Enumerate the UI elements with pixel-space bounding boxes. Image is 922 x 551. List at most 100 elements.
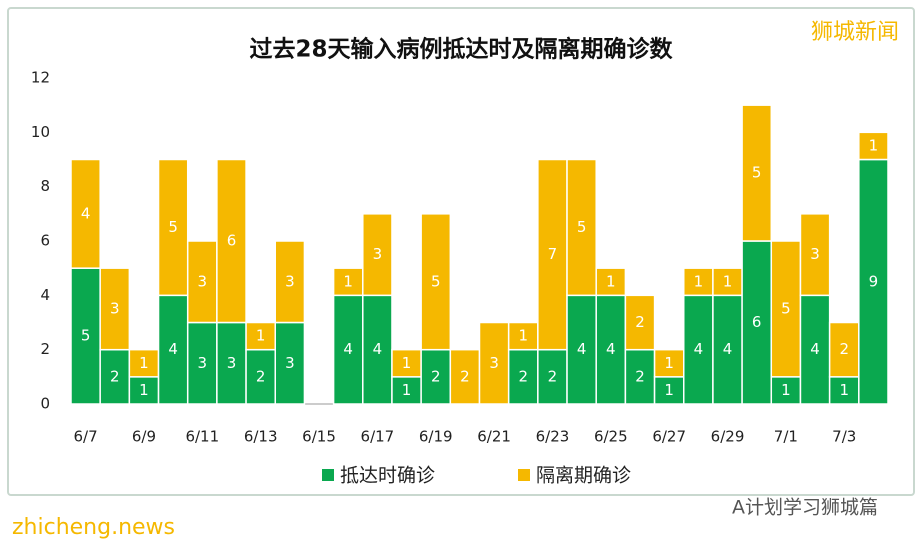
data-label: 3 (373, 245, 383, 263)
watermark: 狮城新闻 (811, 20, 899, 45)
y-tick-label: 4 (40, 286, 50, 304)
data-label: 1 (606, 272, 616, 290)
bar-segment (566, 158, 597, 297)
data-label: 5 (81, 327, 91, 345)
data-label: 4 (810, 340, 820, 358)
bar-segment (712, 267, 743, 297)
footer: A计划学习狮城篇 (732, 497, 878, 519)
bar-segment (799, 213, 831, 297)
data-label: 1 (518, 327, 528, 345)
data-label: 4 (606, 340, 616, 358)
bar-segment (245, 348, 276, 405)
bar-segment (653, 376, 685, 405)
data-label: 1 (402, 381, 412, 399)
data-label: 2 (256, 367, 266, 385)
data-label: 9 (869, 272, 879, 290)
bar-segment (186, 240, 218, 324)
data-label: 3 (489, 354, 499, 372)
data-label: 3 (285, 272, 295, 290)
x-tick-label: 6/13 (244, 428, 278, 446)
bar-segment (391, 376, 422, 405)
data-label: 4 (577, 340, 587, 358)
data-label: 6 (752, 313, 762, 331)
data-label: 6 (227, 232, 237, 250)
y-tick-label: 8 (40, 177, 50, 195)
bar-segment (449, 348, 481, 405)
bar-segment (332, 267, 364, 297)
bar-segment (741, 104, 773, 242)
x-tick-label: 6/19 (419, 428, 453, 446)
data-label: 2 (635, 367, 645, 385)
bar-segment (770, 376, 802, 405)
x-tick-label: 6/23 (536, 428, 570, 446)
data-label: 3 (110, 299, 120, 317)
data-label: 1 (343, 272, 353, 290)
y-tick-label: 6 (40, 232, 50, 250)
bar-segment (683, 294, 714, 405)
data-label: 1 (256, 327, 266, 345)
y-tick-label: 2 (40, 340, 50, 358)
data-label: 3 (810, 245, 820, 263)
legend-label: 抵达时确诊 (340, 465, 435, 487)
x-tick-label: 7/3 (832, 428, 856, 446)
bar-segment (216, 321, 247, 405)
bar-segment (362, 294, 393, 405)
data-label: 2 (518, 367, 528, 385)
bar-segment (128, 348, 160, 378)
data-label: 4 (81, 204, 91, 222)
bar-segment (712, 294, 743, 405)
data-label: 1 (139, 381, 149, 399)
x-tick-label: 6/11 (185, 428, 219, 446)
legend-swatch (518, 469, 530, 481)
x-tick-label: 6/15 (302, 428, 336, 446)
bar-segment (391, 348, 422, 378)
data-label: 3 (198, 272, 208, 290)
bar-segment (653, 348, 685, 378)
bar-segment (507, 348, 539, 405)
data-label: 4 (373, 340, 383, 358)
data-label: 1 (694, 272, 704, 290)
data-label: 5 (431, 272, 441, 290)
data-label: 1 (402, 354, 412, 372)
bar-segment (595, 267, 627, 297)
y-tick-label: 12 (31, 69, 50, 87)
data-label: 1 (781, 381, 791, 399)
bar-segment (828, 321, 860, 378)
data-label: 3 (227, 354, 237, 372)
x-tick-label: 6/21 (477, 428, 511, 446)
data-label: 1 (139, 354, 149, 372)
data-label: 5 (752, 164, 762, 182)
data-label: 5 (577, 218, 587, 236)
data-label: 5 (781, 299, 791, 317)
bar-segment (274, 321, 306, 405)
x-tick-label: 6/27 (652, 428, 686, 446)
data-label: 7 (548, 245, 558, 263)
data-label: 2 (110, 367, 120, 385)
data-label: 1 (869, 136, 879, 154)
data-label: 4 (168, 340, 178, 358)
data-label: 1 (664, 381, 674, 399)
bar-segment (799, 294, 831, 405)
data-label: 2 (431, 367, 441, 385)
x-tick-label: 6/25 (594, 428, 628, 446)
bar-segment (362, 213, 393, 297)
x-tick-label: 6/7 (74, 428, 98, 446)
bar-segment (624, 294, 656, 351)
data-label: 5 (168, 218, 178, 236)
data-label: 2 (839, 340, 849, 358)
data-label: 2 (548, 367, 558, 385)
bar-segment (70, 158, 101, 269)
bar-segment (624, 348, 656, 405)
legend-label: 隔离期确诊 (536, 465, 631, 487)
data-label: 3 (198, 354, 208, 372)
bar-segment (99, 267, 131, 351)
chart-title: 过去28天输入病例抵达时及隔离期确诊数 (249, 36, 673, 63)
x-tick-label: 6/29 (711, 428, 745, 446)
legend-swatch (322, 469, 334, 481)
bar-segment (420, 213, 452, 351)
bar-segment (274, 240, 306, 324)
data-label: 4 (694, 340, 704, 358)
y-tick-label: 10 (31, 123, 50, 141)
bar-segment (216, 158, 247, 324)
